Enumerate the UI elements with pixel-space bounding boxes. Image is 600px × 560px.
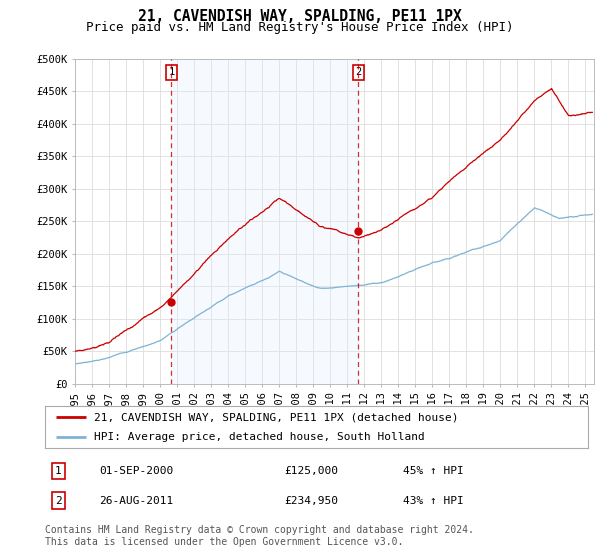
Text: £234,950: £234,950 <box>284 496 338 506</box>
Text: Contains HM Land Registry data © Crown copyright and database right 2024.
This d: Contains HM Land Registry data © Crown c… <box>45 525 474 547</box>
Text: Price paid vs. HM Land Registry's House Price Index (HPI): Price paid vs. HM Land Registry's House … <box>86 21 514 34</box>
Text: 43% ↑ HPI: 43% ↑ HPI <box>403 496 464 506</box>
Text: 45% ↑ HPI: 45% ↑ HPI <box>403 466 464 476</box>
Text: 01-SEP-2000: 01-SEP-2000 <box>100 466 173 476</box>
Bar <box>172 59 358 384</box>
Text: 1: 1 <box>55 466 62 476</box>
Text: £125,000: £125,000 <box>284 466 338 476</box>
Text: 26-AUG-2011: 26-AUG-2011 <box>100 496 173 506</box>
Text: 21, CAVENDISH WAY, SPALDING, PE11 1PX: 21, CAVENDISH WAY, SPALDING, PE11 1PX <box>138 9 462 24</box>
Text: 1: 1 <box>169 67 175 77</box>
Text: HPI: Average price, detached house, South Holland: HPI: Average price, detached house, Sout… <box>94 432 425 442</box>
Text: 21, CAVENDISH WAY, SPALDING, PE11 1PX (detached house): 21, CAVENDISH WAY, SPALDING, PE11 1PX (d… <box>94 412 458 422</box>
Text: 2: 2 <box>55 496 62 506</box>
Text: 2: 2 <box>355 67 361 77</box>
